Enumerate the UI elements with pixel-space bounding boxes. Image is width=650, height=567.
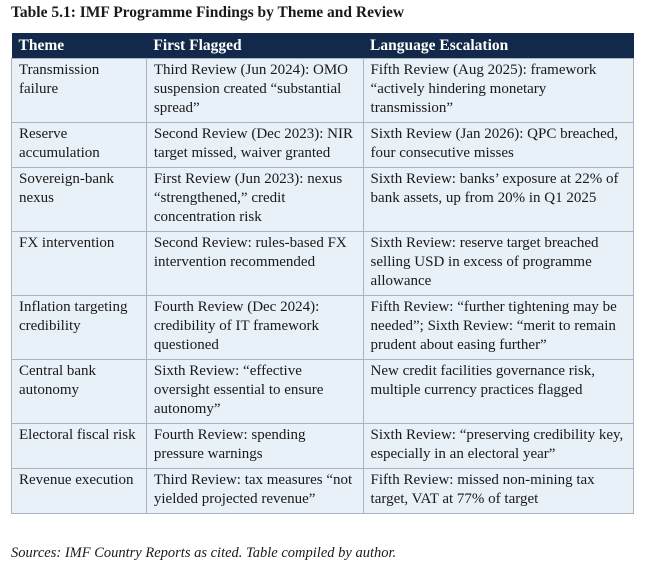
language-escalation-cell: Sixth Review: banks’ exposure at 22% of … [362,167,635,232]
first-flagged-cell: Third Review (Jun 2024): OMO suspension … [145,58,364,123]
first-flagged-cell: Fourth Review: spending pressure warning… [145,423,364,469]
column-header-language-escalation: Language Escalation [363,33,634,59]
language-escalation-cell: Sixth Review (Jan 2026): QPC breached, f… [362,122,635,168]
theme-cell: Inflation targeting credibility [11,295,147,360]
table-row: Sovereign-bank nexus First Review (Jun 20… [11,167,635,232]
header-row: Theme First Flagged Language Escalation [11,33,634,59]
theme-cell: Sovereign-bank nexus [11,167,147,232]
table-title: Table 5.1: IMF Programme Findings by The… [11,4,405,21]
first-flagged-cell: Second Review: rules-based FX interventi… [145,231,364,296]
first-flagged-cell: Fourth Review (Dec 2024): credibility of… [145,295,364,360]
column-header-theme: Theme [11,33,147,59]
source-note: Sources: IMF Country Reports as cited. T… [11,545,397,561]
language-escalation-cell: Sixth Review: reserve target breached se… [362,231,635,296]
theme-cell: Reserve accumulation [11,122,147,168]
theme-cell: Revenue execution [11,468,147,514]
table-row: Revenue execution Third Review: tax measu… [11,468,635,514]
table-row: Electoral fiscal risk Fourth Review: spen… [11,423,635,469]
theme-cell: Central bank autonomy [11,359,147,424]
table-row: Reserve accumulation Second Review (Dec 2… [11,122,635,168]
first-flagged-cell: First Review (Jun 2023): nexus “strength… [145,167,364,232]
language-escalation-cell: Fifth Review: missed non-mining tax targ… [362,468,635,514]
table-row: Inflation targeting credibility Fourth Re… [11,295,635,360]
language-escalation-cell: New credit facilities governance risk, m… [362,359,635,424]
first-flagged-cell: Third Review: tax measures “not yielded … [145,468,364,514]
first-flagged-cell: Second Review (Dec 2023): NIR target mis… [145,122,364,168]
language-escalation-cell: Fifth Review: “further tightening may be… [362,295,635,360]
language-escalation-cell: Sixth Review: “preserving credibility ke… [362,423,635,469]
table-row: Central bank autonomy Sixth Review: “effe… [11,359,635,424]
theme-cell: FX intervention [11,231,147,296]
language-escalation-cell: Fifth Review (Aug 2025): framework “acti… [362,58,635,123]
column-header-first-flagged: First Flagged [146,33,364,59]
table-row: FX intervention Second Review: rules-base… [11,231,635,296]
theme-cell: Transmission failure [11,58,147,123]
findings-table: Theme First Flagged Language Escalation … [11,33,635,514]
first-flagged-cell: Sixth Review: “effective oversight essen… [145,359,364,424]
table-row: Transmission failure Third Review (Jun 20… [11,58,635,123]
theme-cell: Electoral fiscal risk [11,423,147,469]
